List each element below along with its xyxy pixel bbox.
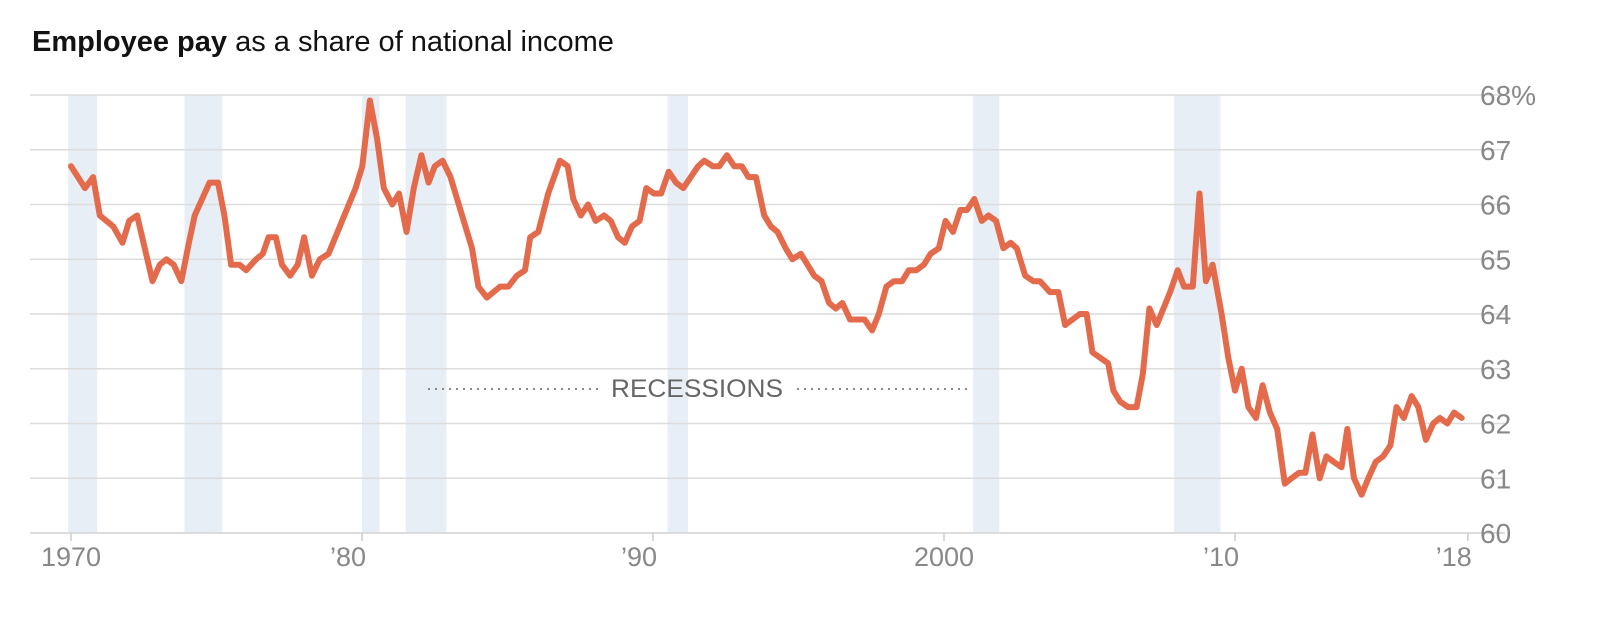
- x-tick-label: ’18: [1436, 542, 1472, 572]
- y-tick-label: 66: [1480, 190, 1511, 221]
- x-tick-label: 1970: [41, 542, 101, 572]
- y-tick-label: 65: [1480, 244, 1511, 275]
- x-tick-label: ’90: [621, 542, 657, 572]
- recession-annotation: RECESSIONS: [428, 375, 968, 403]
- y-tick-label: 63: [1480, 354, 1511, 385]
- series-layer: [68, 97, 1465, 498]
- x-tick-label: ’80: [330, 542, 366, 572]
- y-tick-label: 62: [1480, 409, 1511, 440]
- y-tick-label: 60: [1480, 518, 1511, 549]
- y-tick-label: 68%: [1480, 80, 1536, 111]
- gridlines: [30, 94, 1505, 534]
- recession-label: RECESSIONS: [611, 375, 783, 403]
- axes: 60 61 62 63 64 65 66 67 68% 1970 ’80 ’90 2000 ’10 ’18: [41, 80, 1536, 572]
- series-line: [68, 97, 1465, 498]
- y-tick-label: 67: [1480, 135, 1511, 166]
- chart-title: Employee pay as a share of national inco…: [32, 26, 614, 59]
- x-tick-label: 2000: [914, 542, 974, 572]
- x-tick-label: ’10: [1203, 542, 1239, 572]
- chart-title-rest: as a share of national income: [227, 26, 614, 58]
- y-tick-label: 61: [1480, 463, 1511, 494]
- chart-title-bold: Employee pay: [32, 26, 228, 58]
- y-tick-label: 64: [1480, 299, 1511, 330]
